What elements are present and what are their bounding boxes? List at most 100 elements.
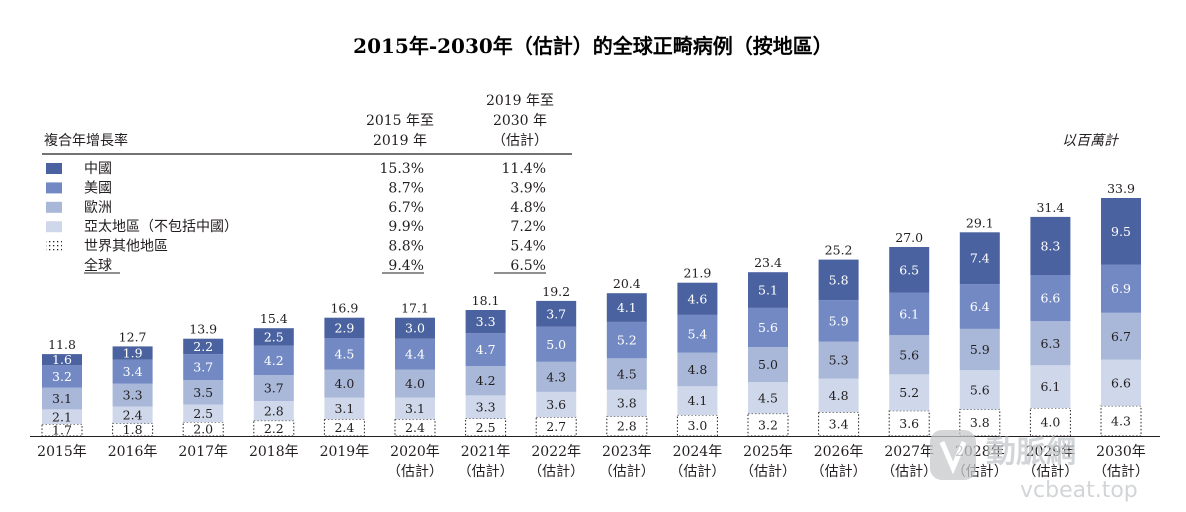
segment-label: 2.8 (617, 419, 637, 434)
bar-stack: 3.2 4.5 5.0 5.6 5.1 23.4 (747, 255, 789, 437)
segment-label: 3.3 (123, 388, 143, 403)
bars: 1.72.13.13.21.611.81.82.43.33.41.912.72.… (30, 181, 1160, 438)
bar-segment (748, 347, 788, 383)
cagr-row-label: 世界其他地區 (84, 239, 168, 255)
x-tick-label: 2024年 (673, 444, 723, 460)
cagr-row-value-2019-2030: 3.9% (510, 180, 546, 196)
bar-segment (183, 354, 224, 380)
cagr-col2-line2: 2030 年 (493, 113, 547, 129)
bar-stack: 3.0 4.1 4.8 5.4 4.6 21.9 (676, 266, 718, 437)
segment-label: 2.9 (334, 320, 354, 335)
bar-segment (42, 409, 82, 425)
x-tick-note: （估計） (811, 464, 867, 480)
bar-segment (1030, 321, 1071, 366)
bar-stack: 3.8 5.6 5.9 6.4 7.4 29.1 (959, 215, 1001, 437)
segment-label: 2.4 (334, 420, 354, 435)
x-tick-note: （估計） (528, 464, 584, 480)
segment-label: 2.1 (52, 409, 72, 424)
segment-label: 2.5 (476, 420, 496, 435)
bar-segment (818, 259, 859, 301)
x-tick-label: 2021年 (461, 444, 511, 460)
watermark-text-cn: 動脈網 (986, 435, 1076, 470)
segment-label: 3.2 (52, 369, 72, 384)
segment-label: 4.1 (687, 393, 707, 408)
bar-segment (41, 423, 83, 437)
x-tick-label: 2023年 (602, 444, 652, 460)
segment-label: 3.7 (193, 360, 213, 375)
segment-label: 2.2 (193, 339, 213, 354)
segment-label: 4.0 (334, 376, 354, 391)
bar-segment (395, 397, 435, 420)
segment-label: 2.0 (193, 422, 213, 437)
total-label: 12.7 (119, 329, 147, 344)
segment-label: 3.4 (123, 364, 143, 379)
legend-swatch (46, 240, 62, 252)
segment-label: 1.6 (52, 352, 72, 367)
bar-segment (677, 282, 718, 315)
bar-segment (112, 383, 153, 407)
bar-segment (889, 247, 930, 293)
bar-segment (677, 352, 718, 387)
cagr-row-value-2015-2019: 6.7% (388, 200, 424, 216)
segment-label: 5.8 (829, 272, 849, 287)
cagr-row-value-2015-2019: 9.9% (388, 219, 424, 235)
bar-segment (324, 369, 365, 398)
bar-segment (1030, 216, 1071, 275)
bar-segment (394, 418, 436, 437)
bar-segment (536, 391, 577, 418)
segment-label: 2.2 (264, 421, 284, 436)
bar-stack: 2.8 3.8 4.5 5.2 4.1 20.4 (606, 276, 648, 437)
bar-stack: 1.82.4 3.3 3.4 1.9 12.7 (112, 329, 154, 437)
segment-label: 2.7 (546, 419, 566, 434)
segment-label: 3.5 (193, 385, 213, 400)
bar-segment (748, 307, 788, 348)
bar-segment (395, 317, 435, 339)
chart-title: 2015年-2030年（估計）的全球正畸病例（按地區） (353, 34, 833, 58)
segment-label: 5.2 (899, 385, 919, 400)
bar-stack: 2.5 3.3 4.2 4.7 3.3 18.1 (465, 293, 507, 437)
cagr-row-value-2019-2030: 5.4% (510, 239, 546, 255)
segment-label: 2.4 (405, 420, 425, 435)
total-label: 23.4 (754, 255, 782, 270)
bar-segment (606, 415, 648, 437)
segment-label: 6.1 (1040, 379, 1060, 394)
bar-segment (606, 321, 647, 359)
bar-segment (1101, 359, 1141, 406)
bar-stack: 3.6 5.2 5.6 6.1 6.5 27.0 (888, 230, 930, 437)
watermark: 動脈網 vcbeat.top (930, 430, 1138, 503)
bar-stack: 2.4 3.1 4.0 4.4 3.0 17.1 (394, 301, 436, 437)
cagr-col1-line2: 2019 年 (373, 133, 427, 149)
bar-segment (889, 335, 930, 375)
bar-segment (677, 386, 718, 415)
segment-label: 4.0 (1040, 415, 1060, 430)
x-tick-note: （估計） (740, 464, 796, 480)
bar-segment (889, 292, 930, 336)
x-tick-note: （估計） (599, 464, 655, 480)
x-tick-note: （估計） (1022, 464, 1078, 480)
x-tick-label: 2020年 (390, 444, 440, 460)
segment-label: 4.5 (334, 346, 354, 361)
legend-swatch (46, 221, 62, 233)
segment-label: 5.3 (829, 353, 849, 368)
bar-segment (253, 375, 294, 401)
x-tick-note: （估計） (881, 464, 937, 480)
total-label: 16.9 (330, 301, 358, 316)
cagr-table: 複合年增長率 2015 年至 2019 年 2019 年至 2030 年 （估計… (42, 93, 572, 274)
segment-label: 7.4 (970, 251, 990, 266)
segment-label: 4.4 (405, 347, 425, 362)
total-label: 19.2 (542, 284, 570, 299)
segment-label: 4.3 (1111, 413, 1131, 428)
total-label: 13.9 (189, 322, 217, 337)
cagr-rows: 中國 15.3% 11.4% 美國 8.7% 3.9% 歐洲 6.7% 4.8% 亞太地區（不包括… (46, 161, 546, 274)
segment-label: 2.5 (264, 329, 284, 344)
bar-segment (959, 284, 1000, 329)
bar-segment (747, 413, 789, 437)
cagr-row: 歐洲 6.7% 4.8% (46, 200, 546, 216)
total-label: 25.2 (825, 243, 853, 258)
cagr-row-label: 全球 (84, 257, 112, 274)
bar-segment (1100, 405, 1142, 437)
segment-label: 5.6 (899, 347, 919, 362)
total-label: 31.4 (1036, 200, 1064, 215)
segment-label: 4.2 (264, 353, 284, 368)
